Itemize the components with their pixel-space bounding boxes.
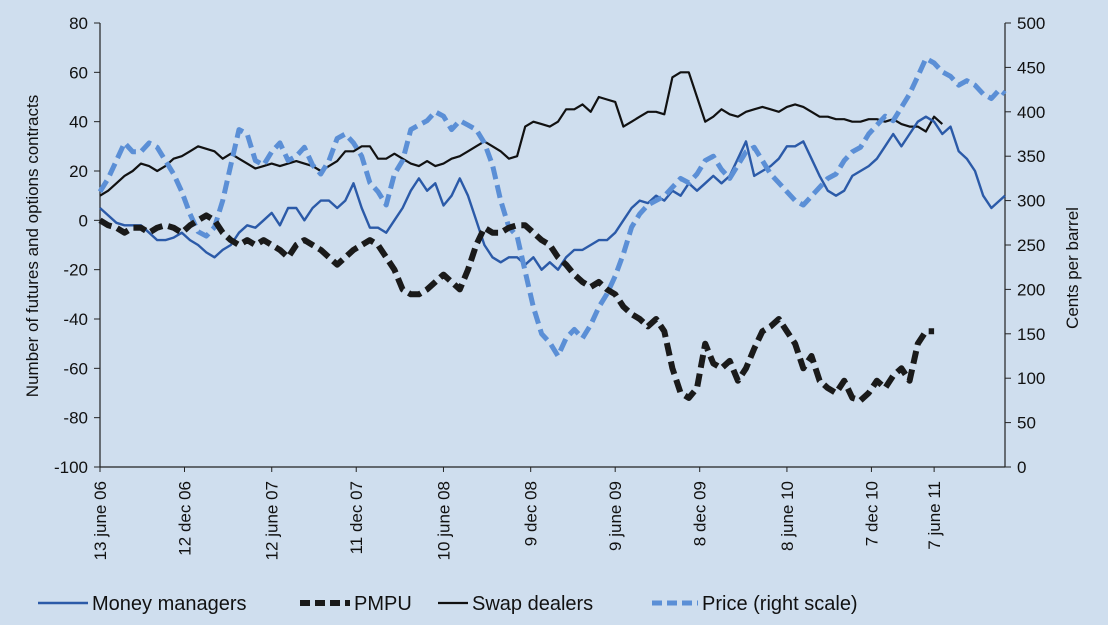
y-right-tick-label: 400 bbox=[1017, 103, 1045, 122]
legend-label: Price (right scale) bbox=[702, 593, 858, 615]
legend-label: Money managers bbox=[92, 593, 247, 615]
y-axis-left-title: Number of futures and options contracts bbox=[23, 95, 42, 397]
y-right-tick-label: 100 bbox=[1017, 369, 1045, 388]
y-left-tick-label: -20 bbox=[63, 261, 88, 280]
y-left-tick-label: 20 bbox=[69, 162, 88, 181]
y-right-tick-label: 500 bbox=[1017, 14, 1045, 33]
y-right-tick-label: 300 bbox=[1017, 192, 1045, 211]
x-tick-label: 12 dec 06 bbox=[176, 481, 195, 556]
x-tick-label: 12 june 07 bbox=[263, 481, 282, 560]
legend: Money managers PMPU Swap dealers Price (rig… bbox=[38, 593, 858, 615]
y-right-tick-label: 250 bbox=[1017, 236, 1045, 255]
y-right-tick-label: 350 bbox=[1017, 147, 1045, 166]
legend-label: Swap dealers bbox=[472, 593, 593, 615]
y-right-tick-label: 450 bbox=[1017, 58, 1045, 77]
x-tick-label: 7 dec 10 bbox=[862, 481, 881, 546]
legend-label: PMPU bbox=[354, 593, 412, 615]
y-axis-right-title: Cents per barrel bbox=[1063, 207, 1082, 329]
y-left-tick-label: 60 bbox=[69, 63, 88, 82]
x-tick-label: 11 dec 07 bbox=[347, 481, 366, 554]
series-line-swap-dealers bbox=[99, 71, 944, 197]
x-tick-label: 9 dec 08 bbox=[522, 481, 541, 546]
y-left-tick-label: -80 bbox=[63, 409, 88, 428]
x-tick-label: 9 june 09 bbox=[606, 481, 625, 551]
x-tick-label: 8 dec 09 bbox=[691, 481, 710, 546]
y-left-tick-label: -60 bbox=[63, 359, 88, 378]
y-right-tick-label: 50 bbox=[1017, 414, 1036, 433]
y-left-tick-label: 40 bbox=[69, 113, 88, 132]
series-line-pmpu bbox=[98, 212, 935, 404]
y-left-tick-label: -40 bbox=[63, 310, 88, 329]
y-left-tick-label: 0 bbox=[79, 211, 88, 230]
x-tick-label: 8 june 10 bbox=[778, 481, 797, 551]
y-left-tick-label: -100 bbox=[54, 458, 88, 477]
y-right-tick-label: 200 bbox=[1017, 280, 1045, 299]
x-tick-label: 10 june 08 bbox=[434, 481, 453, 560]
plot-area: -100 -80 -60 -40 -20 0 20 40 60 80 0 50 100 150 200 250… bbox=[54, 14, 1045, 560]
series-line-price-right-scale bbox=[97, 56, 1007, 359]
x-tick-label: 13 june 06 bbox=[91, 481, 110, 560]
y-left-tick-label: 80 bbox=[69, 14, 88, 33]
y-right-tick-label: 150 bbox=[1017, 325, 1045, 344]
series-line-money-managers bbox=[99, 115, 1006, 271]
x-tick-label: 7 june 11 bbox=[925, 481, 944, 550]
y-right-tick-label: 0 bbox=[1017, 458, 1026, 477]
